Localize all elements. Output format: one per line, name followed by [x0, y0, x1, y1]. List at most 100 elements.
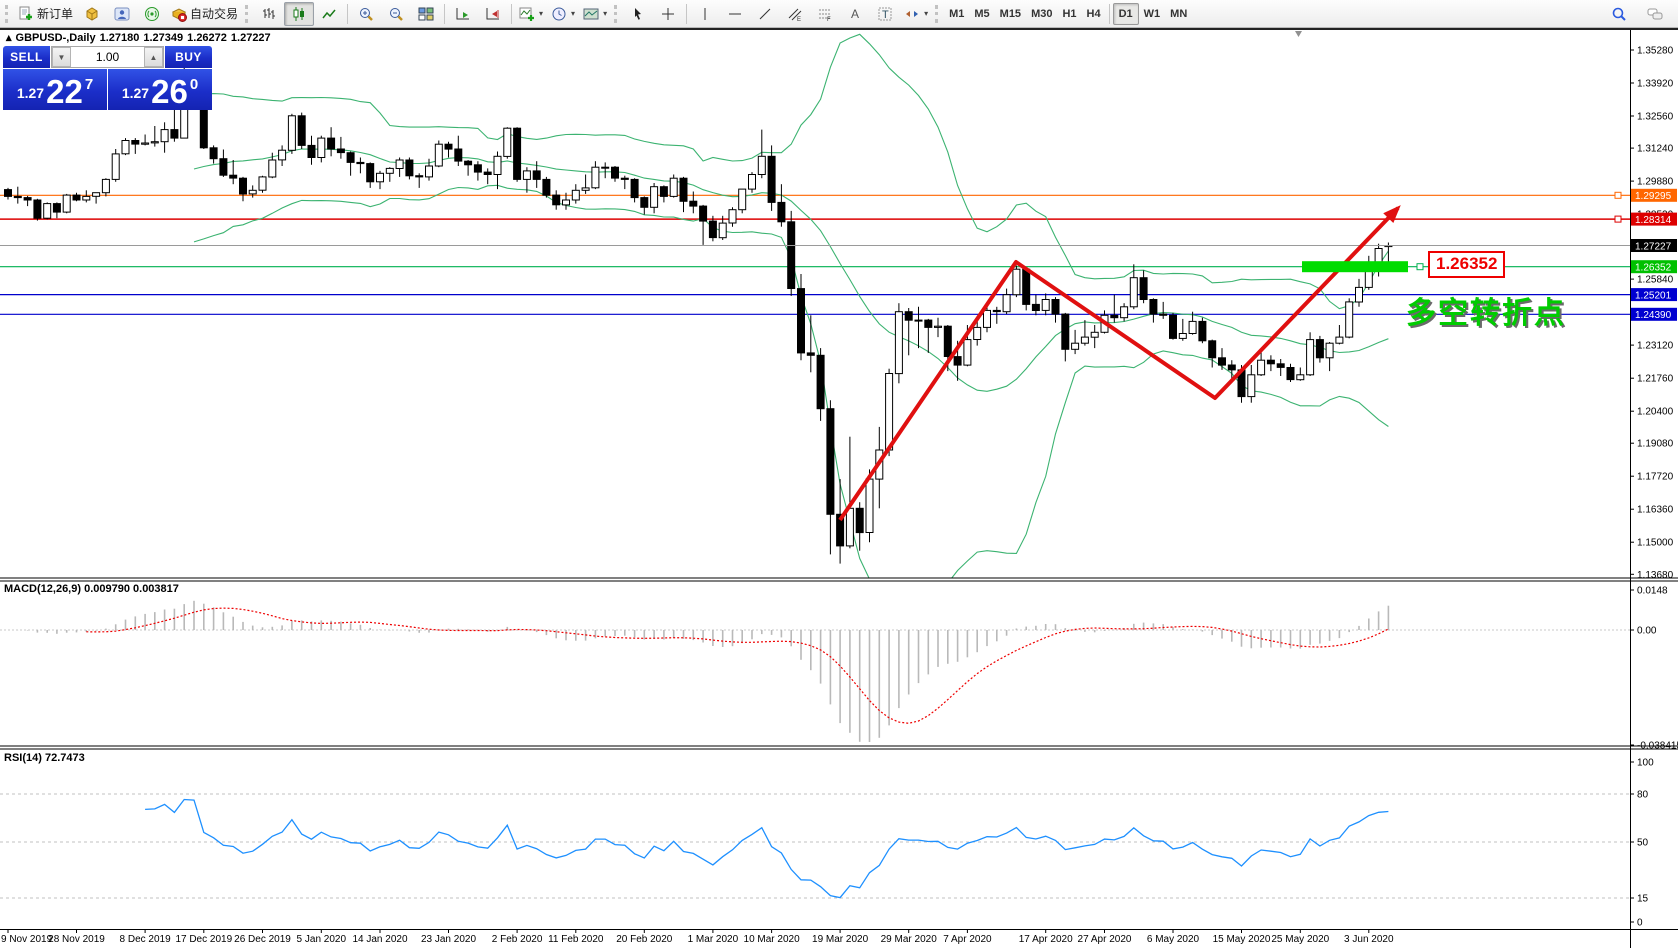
price-callout-label[interactable]: 1.26352	[1428, 251, 1506, 278]
zoom-out-button[interactable]	[381, 2, 411, 26]
svg-text:0.00: 0.00	[1637, 626, 1657, 637]
vertical-line-button[interactable]	[690, 2, 720, 26]
signals-icon	[144, 6, 160, 22]
auto-scroll-icon	[455, 6, 471, 22]
toolbar-separator	[444, 3, 446, 24]
zoom-in-button[interactable]	[351, 2, 381, 26]
symbol-period-label: GBPUSD-,Daily	[15, 32, 96, 44]
chart-shift-marker	[1295, 31, 1302, 37]
indicators-icon	[519, 6, 535, 22]
pane-separator-rsi[interactable]	[0, 744, 1630, 751]
svg-text:F: F	[827, 17, 831, 22]
candlestick-button[interactable]	[284, 1, 315, 26]
auto-scroll-button[interactable]	[448, 2, 478, 26]
cursor-button[interactable]	[623, 2, 653, 26]
data-window-button[interactable]	[77, 2, 107, 26]
pane-separator-macd[interactable]	[0, 575, 1630, 582]
buy-price-prefix: 1.27	[121, 85, 150, 101]
crosshair-button[interactable]	[653, 2, 683, 26]
volume-decrease-button[interactable]: ▼	[52, 47, 71, 67]
text-button[interactable]: A	[840, 2, 870, 26]
time-axis[interactable]	[0, 930, 1630, 950]
svg-text:1.29880: 1.29880	[1637, 177, 1674, 188]
search-button[interactable]	[1604, 2, 1634, 26]
new-order-icon	[18, 6, 34, 22]
bar-chart-button[interactable]	[254, 2, 284, 26]
line-anchor-square	[1614, 191, 1622, 199]
price-badge: 1.24390	[1631, 307, 1677, 321]
svg-text:1.16360: 1.16360	[1637, 505, 1674, 516]
timeframe-d1[interactable]: D1	[1112, 2, 1139, 25]
svg-text:1.29295: 1.29295	[1635, 191, 1672, 202]
autotrading-button[interactable]: 自动交易	[167, 2, 242, 26]
chat-icon	[1647, 6, 1663, 22]
sell-price-button[interactable]: 1.27 22 7	[3, 69, 107, 110]
chevron-down-icon: ▾	[603, 9, 608, 18]
svg-text:15 May 2020: 15 May 2020	[1213, 934, 1271, 945]
chart-shift-button[interactable]	[478, 2, 508, 26]
trend-zigzag	[838, 206, 1400, 522]
svg-text:1.35280: 1.35280	[1637, 46, 1674, 57]
buy-button[interactable]: BUY	[165, 46, 212, 68]
search-icon	[1611, 6, 1627, 22]
price-badge: 1.29295	[1631, 188, 1677, 202]
svg-text:1.23120: 1.23120	[1637, 341, 1674, 352]
volume-increase-button[interactable]: ▲	[144, 47, 163, 67]
timeframe-h1[interactable]: H1	[1062, 7, 1077, 20]
signals-button[interactable]	[137, 2, 167, 26]
timeframe-m5[interactable]: M5	[974, 7, 990, 20]
cursor-icon	[630, 6, 646, 22]
line-anchor-square	[1614, 215, 1622, 223]
chat-button[interactable]	[1640, 2, 1670, 26]
svg-text:11 Feb 2020: 11 Feb 2020	[548, 934, 604, 945]
indicators-button[interactable]: ▾	[515, 2, 547, 26]
svg-text:10 Mar 2020: 10 Mar 2020	[744, 934, 801, 945]
svg-text:T: T	[882, 9, 889, 21]
timeframe-h4[interactable]: H4	[1086, 7, 1101, 20]
trendline-button[interactable]	[750, 2, 780, 26]
toolbar-grip	[245, 4, 251, 23]
volume-input[interactable]: 1.00	[95, 50, 120, 64]
panel-collapse-icon[interactable]: ▴	[6, 32, 12, 44]
text-label-icon: T	[877, 6, 893, 22]
svg-text:27 Apr 2020: 27 Apr 2020	[1078, 934, 1132, 945]
line-anchor-square	[1416, 263, 1424, 271]
svg-text:1 Mar 2020: 1 Mar 2020	[688, 934, 739, 945]
periods-button[interactable]: ▾	[547, 2, 579, 26]
svg-text:100: 100	[1637, 758, 1654, 769]
tile-windows-button[interactable]	[411, 2, 441, 26]
one-click-trading-panel: SELL ▼ 1.00 ▲ BUY 1.27 22 7 1.27 26 0	[3, 46, 212, 110]
line-chart-button[interactable]	[314, 2, 344, 26]
rsi-indicator-label: RSI(14) 72.7473	[4, 752, 85, 764]
equidistant-channel-button[interactable]: E	[780, 2, 810, 26]
timeframe-m15[interactable]: M15	[999, 7, 1022, 20]
low-value: 1.26272	[187, 32, 227, 44]
timeframe-mn[interactable]: MN	[1170, 7, 1188, 20]
horizontal-line-button[interactable]	[720, 2, 750, 26]
rsi-line	[145, 798, 1389, 899]
templates-button[interactable]: ▾	[579, 2, 611, 26]
timeframe-m30[interactable]: M30	[1031, 7, 1053, 20]
toolbar-grip	[614, 4, 620, 23]
trend-arrow-head	[1383, 205, 1401, 223]
new-order-button[interactable]: 新订单	[14, 2, 77, 26]
buy-price-button[interactable]: 1.27 26 0	[108, 69, 212, 110]
chevron-down-icon: ▾	[539, 9, 544, 18]
vertical-line-icon	[697, 6, 713, 22]
sell-button[interactable]: SELL	[3, 46, 50, 68]
svg-text:1.28314: 1.28314	[1635, 215, 1672, 226]
price-axis[interactable]	[1631, 29, 1678, 929]
chart-shift-icon	[485, 6, 501, 22]
svg-text:50: 50	[1637, 838, 1649, 849]
profile-button[interactable]	[107, 2, 137, 26]
fibonacci-button[interactable]: F	[810, 2, 840, 26]
timeframe-m1[interactable]: M1	[949, 7, 965, 20]
arrow-shapes-button[interactable]: ▾	[900, 2, 932, 26]
chinese-annotation[interactable]: 多空转折点	[1406, 297, 1566, 330]
bollinger-bands	[193, 33, 1389, 578]
timeframe-w1[interactable]: W1	[1143, 7, 1161, 20]
crosshair-icon	[660, 6, 676, 22]
text-label-button[interactable]: T	[870, 2, 900, 26]
svg-text:1.26352: 1.26352	[1635, 263, 1672, 274]
